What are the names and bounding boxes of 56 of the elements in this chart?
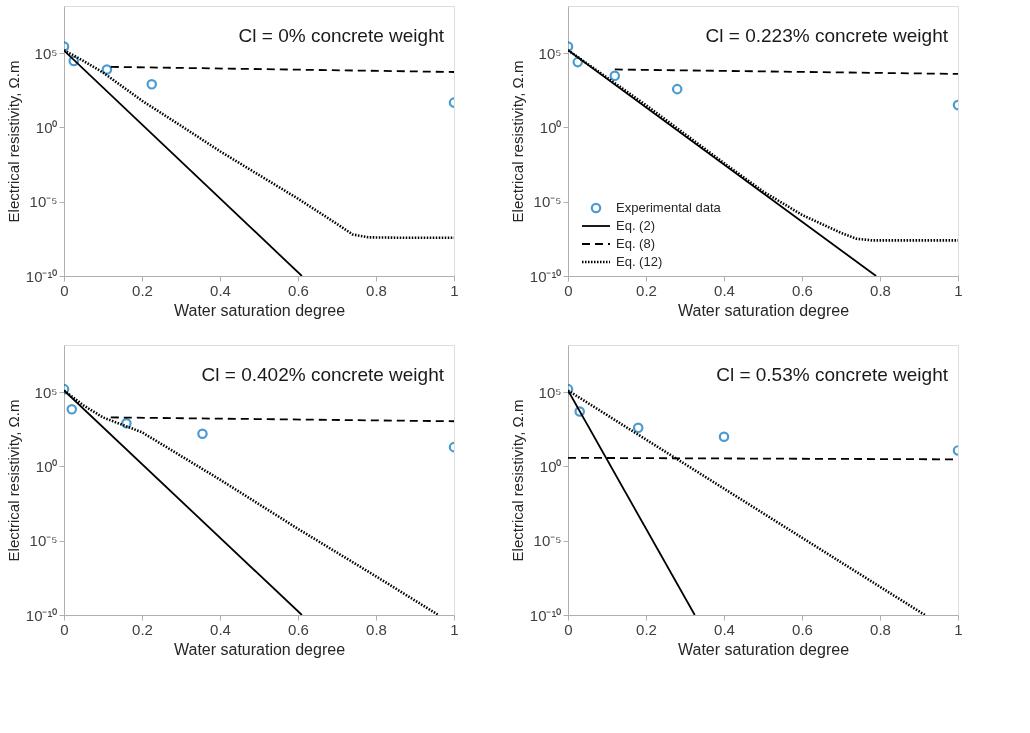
- x-tick-label: 0.8: [870, 281, 891, 299]
- y-tick-label: 10⁰: [539, 457, 562, 475]
- legend-label: Eq. (8): [616, 236, 656, 251]
- y-tick-label: 10⁻¹⁰: [25, 606, 58, 624]
- x-tick-label: 0.6: [792, 620, 813, 638]
- x-tick-label: 0.6: [288, 281, 309, 299]
- x-tick-label: 1: [954, 620, 963, 638]
- y-tick-label: 10⁰: [539, 118, 562, 136]
- y-axis-title: Electrical resistivity, Ω.m: [4, 399, 22, 562]
- x-tick-label: 0.2: [132, 281, 153, 299]
- legend-label: Experimental data: [616, 200, 722, 215]
- y-tick-label: 10⁰: [35, 118, 58, 136]
- y-tick-label: 10⁵: [538, 44, 562, 62]
- x-tick-label: 0.4: [714, 620, 735, 638]
- x-tick-label: 0: [60, 281, 69, 299]
- y-tick-label: 10⁻⁵: [29, 193, 58, 211]
- x-axis-title: Water saturation degree: [677, 640, 850, 658]
- x-tick-label: 0: [564, 281, 573, 299]
- x-tick-label: 0.2: [132, 620, 153, 638]
- x-tick-label: 0.2: [636, 620, 657, 638]
- annotation: Cl = 0.402% concrete weight: [201, 364, 445, 385]
- y-axis-title: Electrical resistivity, Ω.m: [508, 399, 526, 562]
- y-tick-label: 10⁵: [34, 383, 58, 401]
- x-tick-label: 0.8: [870, 620, 891, 638]
- y-tick-label: 10⁰: [35, 457, 58, 475]
- x-tick-label: 0.2: [636, 281, 657, 299]
- x-tick-label: 0.8: [366, 281, 387, 299]
- y-axis-title: Electrical resistivity, Ω.m: [4, 60, 22, 223]
- x-tick-label: 1: [954, 281, 963, 299]
- y-tick-label: 10⁻¹⁰: [529, 606, 562, 624]
- legend-label: Eq. (2): [616, 218, 656, 233]
- y-tick-label: 10⁻¹⁰: [25, 267, 58, 285]
- x-tick-label: 0.6: [288, 620, 309, 638]
- x-tick-label: 0.8: [366, 620, 387, 638]
- x-tick-label: 0: [564, 620, 573, 638]
- annotation: Cl = 0.53% concrete weight: [716, 364, 949, 385]
- x-tick-label: 1: [450, 620, 459, 638]
- y-tick-label: 10⁻⁵: [29, 532, 58, 550]
- y-tick-label: 10⁻⁵: [533, 532, 562, 550]
- y-tick-label: 10⁵: [34, 44, 58, 62]
- x-tick-label: 0: [60, 620, 69, 638]
- x-tick-label: 1: [450, 281, 459, 299]
- x-tick-label: 0.6: [792, 281, 813, 299]
- x-tick-label: 0.4: [714, 281, 735, 299]
- x-tick-label: 0.4: [210, 620, 231, 638]
- x-axis-title: Water saturation degree: [173, 301, 346, 319]
- y-tick-label: 10⁵: [538, 383, 562, 401]
- y-tick-label: 10⁻⁵: [533, 193, 562, 211]
- legend-label: Eq. (12): [616, 254, 663, 269]
- annotation: Cl = 0.223% concrete weight: [705, 25, 949, 46]
- y-tick-label: 10⁻¹⁰: [529, 267, 562, 285]
- annotation: Cl = 0% concrete weight: [238, 25, 445, 46]
- x-tick-label: 0.4: [210, 281, 231, 299]
- x-axis-title: Water saturation degree: [677, 301, 850, 319]
- y-axis-title: Electrical resistivity, Ω.m: [508, 60, 526, 223]
- x-axis-title: Water saturation degree: [173, 640, 346, 658]
